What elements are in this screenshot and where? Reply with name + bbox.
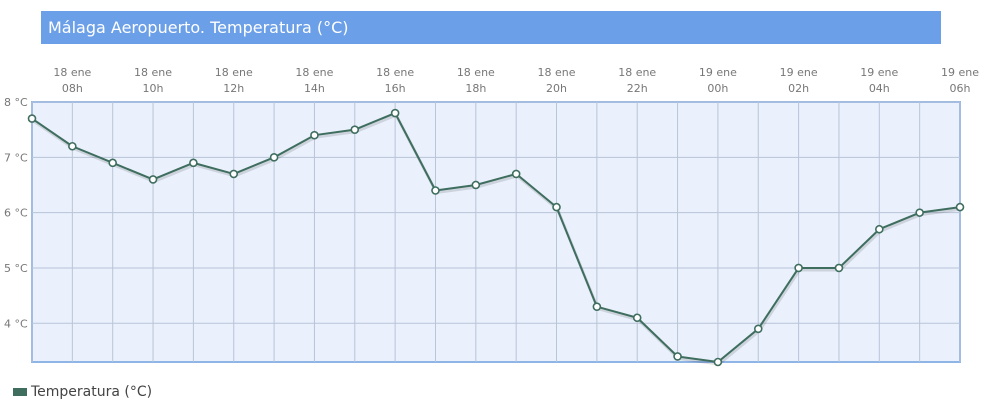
data-point (955, 202, 965, 212)
x-tick-label-date: 19 ene (780, 66, 818, 79)
x-tick-label-date: 18 ene (53, 66, 91, 79)
data-point (673, 352, 682, 361)
legend[interactable]: Temperatura (°C) (13, 384, 152, 400)
data-point (632, 313, 642, 323)
data-point (875, 224, 884, 234)
x-tick-label-date: 19 ene (941, 66, 979, 79)
data-point (68, 141, 77, 151)
x-tick-label-date: 18 ene (134, 66, 172, 79)
data-point (915, 208, 924, 217)
data-point (390, 108, 400, 118)
series-line-layer (31, 112, 962, 366)
x-tick-label-hour: 08h (62, 82, 83, 95)
x-tick-label-hour: 18h (465, 82, 486, 95)
data-point (27, 114, 37, 123)
x-tick-label-hour: 22h (627, 82, 648, 95)
x-tick-label-hour: 16h (385, 82, 406, 95)
y-tick-label: 4 °C (4, 317, 28, 330)
data-point (350, 125, 360, 134)
x-tick-label-hour: 14h (304, 82, 325, 95)
data-point (834, 263, 844, 273)
data-point (431, 186, 440, 195)
x-tick-label-date: 18 ene (215, 66, 253, 79)
data-point (148, 175, 158, 184)
x-tick-label-hour: 10h (143, 82, 164, 95)
x-tick-label-date: 18 ene (376, 66, 414, 79)
grid (31, 101, 961, 362)
x-tick-label-date: 19 ene (860, 66, 898, 79)
data-point (794, 263, 803, 273)
x-tick-label-hour: 20h (546, 82, 567, 95)
x-tick-label-hour: 06h (950, 82, 971, 95)
x-tick-label-hour: 02h (788, 82, 809, 95)
data-point (108, 158, 117, 168)
plot-area (31, 101, 961, 363)
x-tick-label-hour: 12h (223, 82, 244, 95)
data-point (229, 169, 239, 179)
y-tick-label: 6 °C (4, 207, 28, 220)
x-tick-label-date: 18 ene (618, 66, 656, 79)
data-point (552, 202, 561, 212)
x-tick-label-date: 18 ene (295, 66, 333, 79)
legend-swatch (13, 388, 27, 396)
legend-label: Temperatura (°C) (31, 384, 153, 400)
data-point (713, 357, 723, 367)
y-axis-ticks: 4 °C 5 °C 6 °C 7 °C 8 °C (4, 96, 28, 330)
y-tick-label: 7 °C (4, 151, 28, 164)
y-tick-label: 8 °C (4, 96, 28, 109)
data-point (753, 324, 763, 334)
x-tick-label-date: 19 ene (699, 66, 737, 79)
chart-title: Málaga Aeropuerto. Temperatura (°C) (41, 11, 941, 44)
data-point (511, 169, 521, 179)
x-axis-ticks: 18 ene 08h 18 ene 10h 18 ene 12h 18 ene 14h 18 e… (53, 66, 979, 95)
data-point (310, 130, 319, 140)
data-point (189, 158, 198, 168)
data-point (471, 180, 481, 190)
data-point (592, 302, 602, 311)
x-tick-label-hour: 04h (869, 82, 890, 95)
x-tick-label-date: 18 ene (457, 66, 495, 79)
data-points (27, 108, 965, 367)
data-point (269, 153, 279, 162)
series-line (31, 112, 961, 363)
series-line-shadow (32, 113, 962, 366)
x-tick-label-date: 18 ene (538, 66, 576, 79)
y-tick-label: 5 °C (4, 262, 28, 275)
x-tick-label-hour: 00h (707, 82, 728, 95)
